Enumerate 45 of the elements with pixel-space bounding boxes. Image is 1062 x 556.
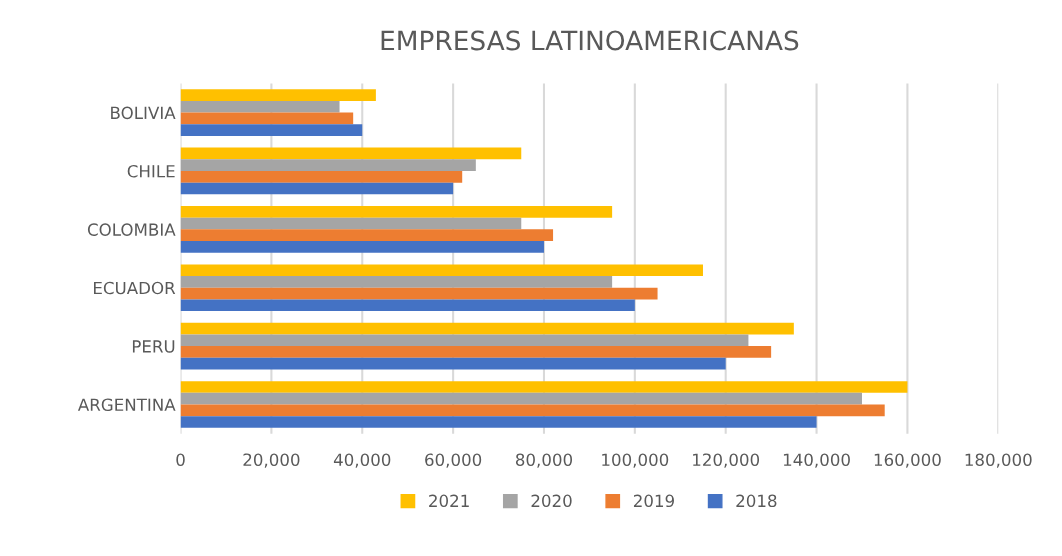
bar [180, 170, 463, 183]
y-tick-label: BOLIVIA [111, 106, 176, 120]
bar [180, 147, 522, 160]
x-tick-label: 120,000 [693, 453, 760, 468]
bar [180, 392, 862, 405]
bar [180, 241, 544, 253]
legend-label: 2019 [633, 494, 674, 508]
bar [180, 346, 772, 358]
bar [180, 89, 376, 101]
y-tick-label: ARGENTINA [77, 398, 176, 412]
bar [180, 229, 554, 242]
bar [180, 299, 635, 312]
bar [180, 217, 522, 230]
bar [180, 416, 817, 428]
legend-label: 2020 [531, 494, 572, 508]
y-tick-label: ECUADOR [94, 281, 176, 295]
y-tick-label: PERU [132, 340, 175, 353]
bar [180, 287, 658, 300]
x-tick-label: 60,000 [425, 453, 482, 468]
bar [180, 206, 613, 218]
bar [180, 334, 749, 347]
x-tick-label: 80,000 [515, 453, 573, 468]
x-tick-label: 180,000 [965, 453, 1032, 468]
bar [180, 264, 703, 277]
x-tick-label: 100,000 [602, 453, 669, 468]
bar [180, 112, 354, 125]
chart-title: EMPRESAS LATINOAMERICANAS [381, 30, 799, 51]
x-tick-label: 0 [176, 453, 185, 467]
bar [180, 182, 454, 195]
bar [180, 404, 885, 417]
x-tick-label: 140,000 [783, 453, 850, 468]
bar [180, 159, 476, 171]
y-tick-label: CHILE [127, 164, 175, 178]
bar [180, 100, 340, 113]
legend-label: 2018 [736, 494, 777, 508]
x-tick-label: 160,000 [874, 453, 941, 468]
x-tick-label: 40,000 [333, 453, 391, 468]
y-tick-label: COLOMBIA [87, 223, 176, 236]
bar [180, 357, 726, 370]
bar [180, 322, 794, 335]
legend-label: 2021 [429, 494, 469, 508]
bar [180, 124, 363, 136]
x-tick-label: 20,000 [243, 453, 300, 468]
bar [180, 381, 908, 393]
bar [180, 276, 613, 288]
